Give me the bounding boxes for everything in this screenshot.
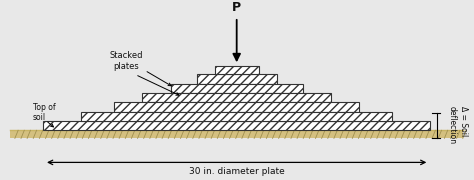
Text: Δ = Soil
deflection: Δ = Soil deflection (447, 106, 468, 144)
Bar (215, 66, 259, 75)
Bar (114, 102, 359, 112)
Bar (197, 75, 277, 84)
Bar (81, 112, 392, 121)
Bar (171, 84, 303, 93)
Bar (43, 121, 430, 130)
Bar (10, 130, 463, 138)
Text: 30 in. diameter plate: 30 in. diameter plate (189, 167, 284, 176)
Text: Stacked
plates: Stacked plates (109, 51, 143, 71)
Text: P: P (232, 1, 241, 14)
Text: Top of
soil: Top of soil (33, 103, 55, 122)
Bar (142, 93, 331, 102)
